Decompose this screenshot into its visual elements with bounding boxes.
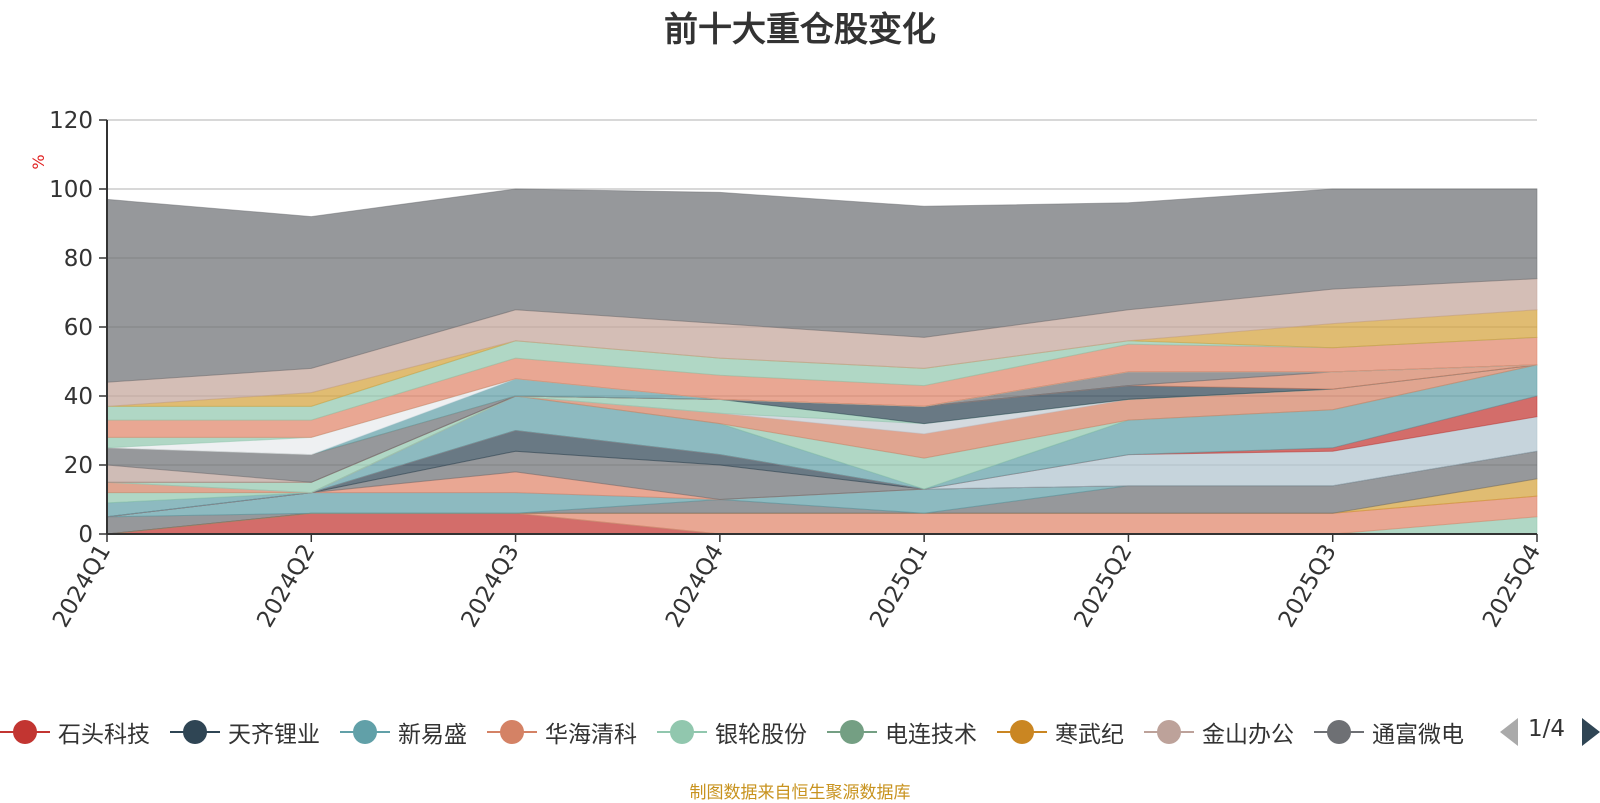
legend-page-indicator: 1/4: [1528, 716, 1566, 742]
x-tick-label: 2025Q1: [865, 540, 933, 632]
legend-item[interactable]: 电连技术: [827, 712, 977, 752]
legend-label: 天齐锂业: [228, 722, 320, 748]
legend-item[interactable]: 通富微电: [1314, 712, 1464, 752]
chart-title: 前十大重仓股变化: [664, 10, 936, 50]
legend-label: 寒武纪: [1055, 722, 1124, 748]
x-tick-label: 2024Q1: [48, 540, 116, 632]
legend-item[interactable]: 石头科技: [0, 712, 150, 752]
legend-label: 通富微电: [1372, 722, 1464, 748]
x-tick-label: 2024Q4: [661, 540, 729, 632]
y-tick-label: 0: [78, 522, 93, 548]
legend-item[interactable]: 天齐锂业: [170, 712, 320, 752]
legend-marker-icon: [827, 720, 877, 744]
legend-label: 石头科技: [58, 722, 150, 748]
legend-item[interactable]: 华海清科: [487, 712, 637, 752]
y-tick-label: 120: [49, 108, 93, 134]
data-source-note: 制图数据来自恒生聚源数据库: [689, 783, 911, 803]
legend-item[interactable]: 新易盛: [340, 712, 467, 752]
legend-row: 石头科技 天齐锂业 新易盛 华海清科 银轮股份 电连技术 寒武纪 金山办公 通富微电: [0, 712, 1480, 752]
legend-label: 华海清科: [545, 722, 637, 748]
y-tick-label: 100: [49, 177, 93, 203]
x-tick-label: 2024Q2: [252, 540, 320, 632]
x-tick-label: 2025Q4: [1478, 540, 1546, 632]
x-tick-label: 2025Q3: [1274, 540, 1342, 632]
legend-label: 银轮股份: [715, 722, 807, 748]
legend-marker-icon: [340, 720, 390, 744]
y-tick-label: 40: [64, 384, 93, 410]
legend-marker-icon: [657, 720, 707, 744]
legend-marker-icon: [487, 720, 537, 744]
y-tick-label: 80: [64, 246, 93, 272]
legend-prev-page-icon[interactable]: [1500, 718, 1518, 746]
legend-item[interactable]: 银轮股份: [657, 712, 807, 752]
legend-viewport: 石头科技 天齐锂业 新易盛 华海清科 银轮股份 电连技术 寒武纪 金山办公 通富微电: [0, 712, 1480, 752]
legend-pager: 1/4: [1500, 712, 1600, 752]
y-axis-unit-label: %: [29, 154, 48, 169]
legend-marker-icon: [1314, 720, 1364, 744]
area-series-29[interactable]: [106, 188, 1538, 383]
legend-marker-icon: [1144, 720, 1194, 744]
x-tick-label: 2024Q3: [457, 540, 525, 632]
legend-item[interactable]: 寒武纪: [997, 712, 1124, 752]
legend-label: 新易盛: [398, 722, 467, 748]
y-tick-label: 60: [64, 315, 93, 341]
legend-label: 金山办公: [1202, 722, 1294, 748]
legend-marker-icon: [997, 720, 1047, 744]
y-tick-label: 20: [64, 453, 93, 479]
legend-marker-icon: [0, 720, 50, 744]
legend-marker-icon: [170, 720, 220, 744]
x-tick-label: 2025Q2: [1069, 540, 1137, 632]
legend-item[interactable]: 金山办公: [1144, 712, 1294, 752]
area-series: [106, 188, 1538, 535]
legend: 石头科技 天齐锂业 新易盛 华海清科 银轮股份 电连技术 寒武纪 金山办公 通富微电 1/4: [0, 712, 1600, 752]
legend-next-page-icon[interactable]: [1582, 718, 1600, 746]
legend-label: 电连技术: [885, 722, 977, 748]
